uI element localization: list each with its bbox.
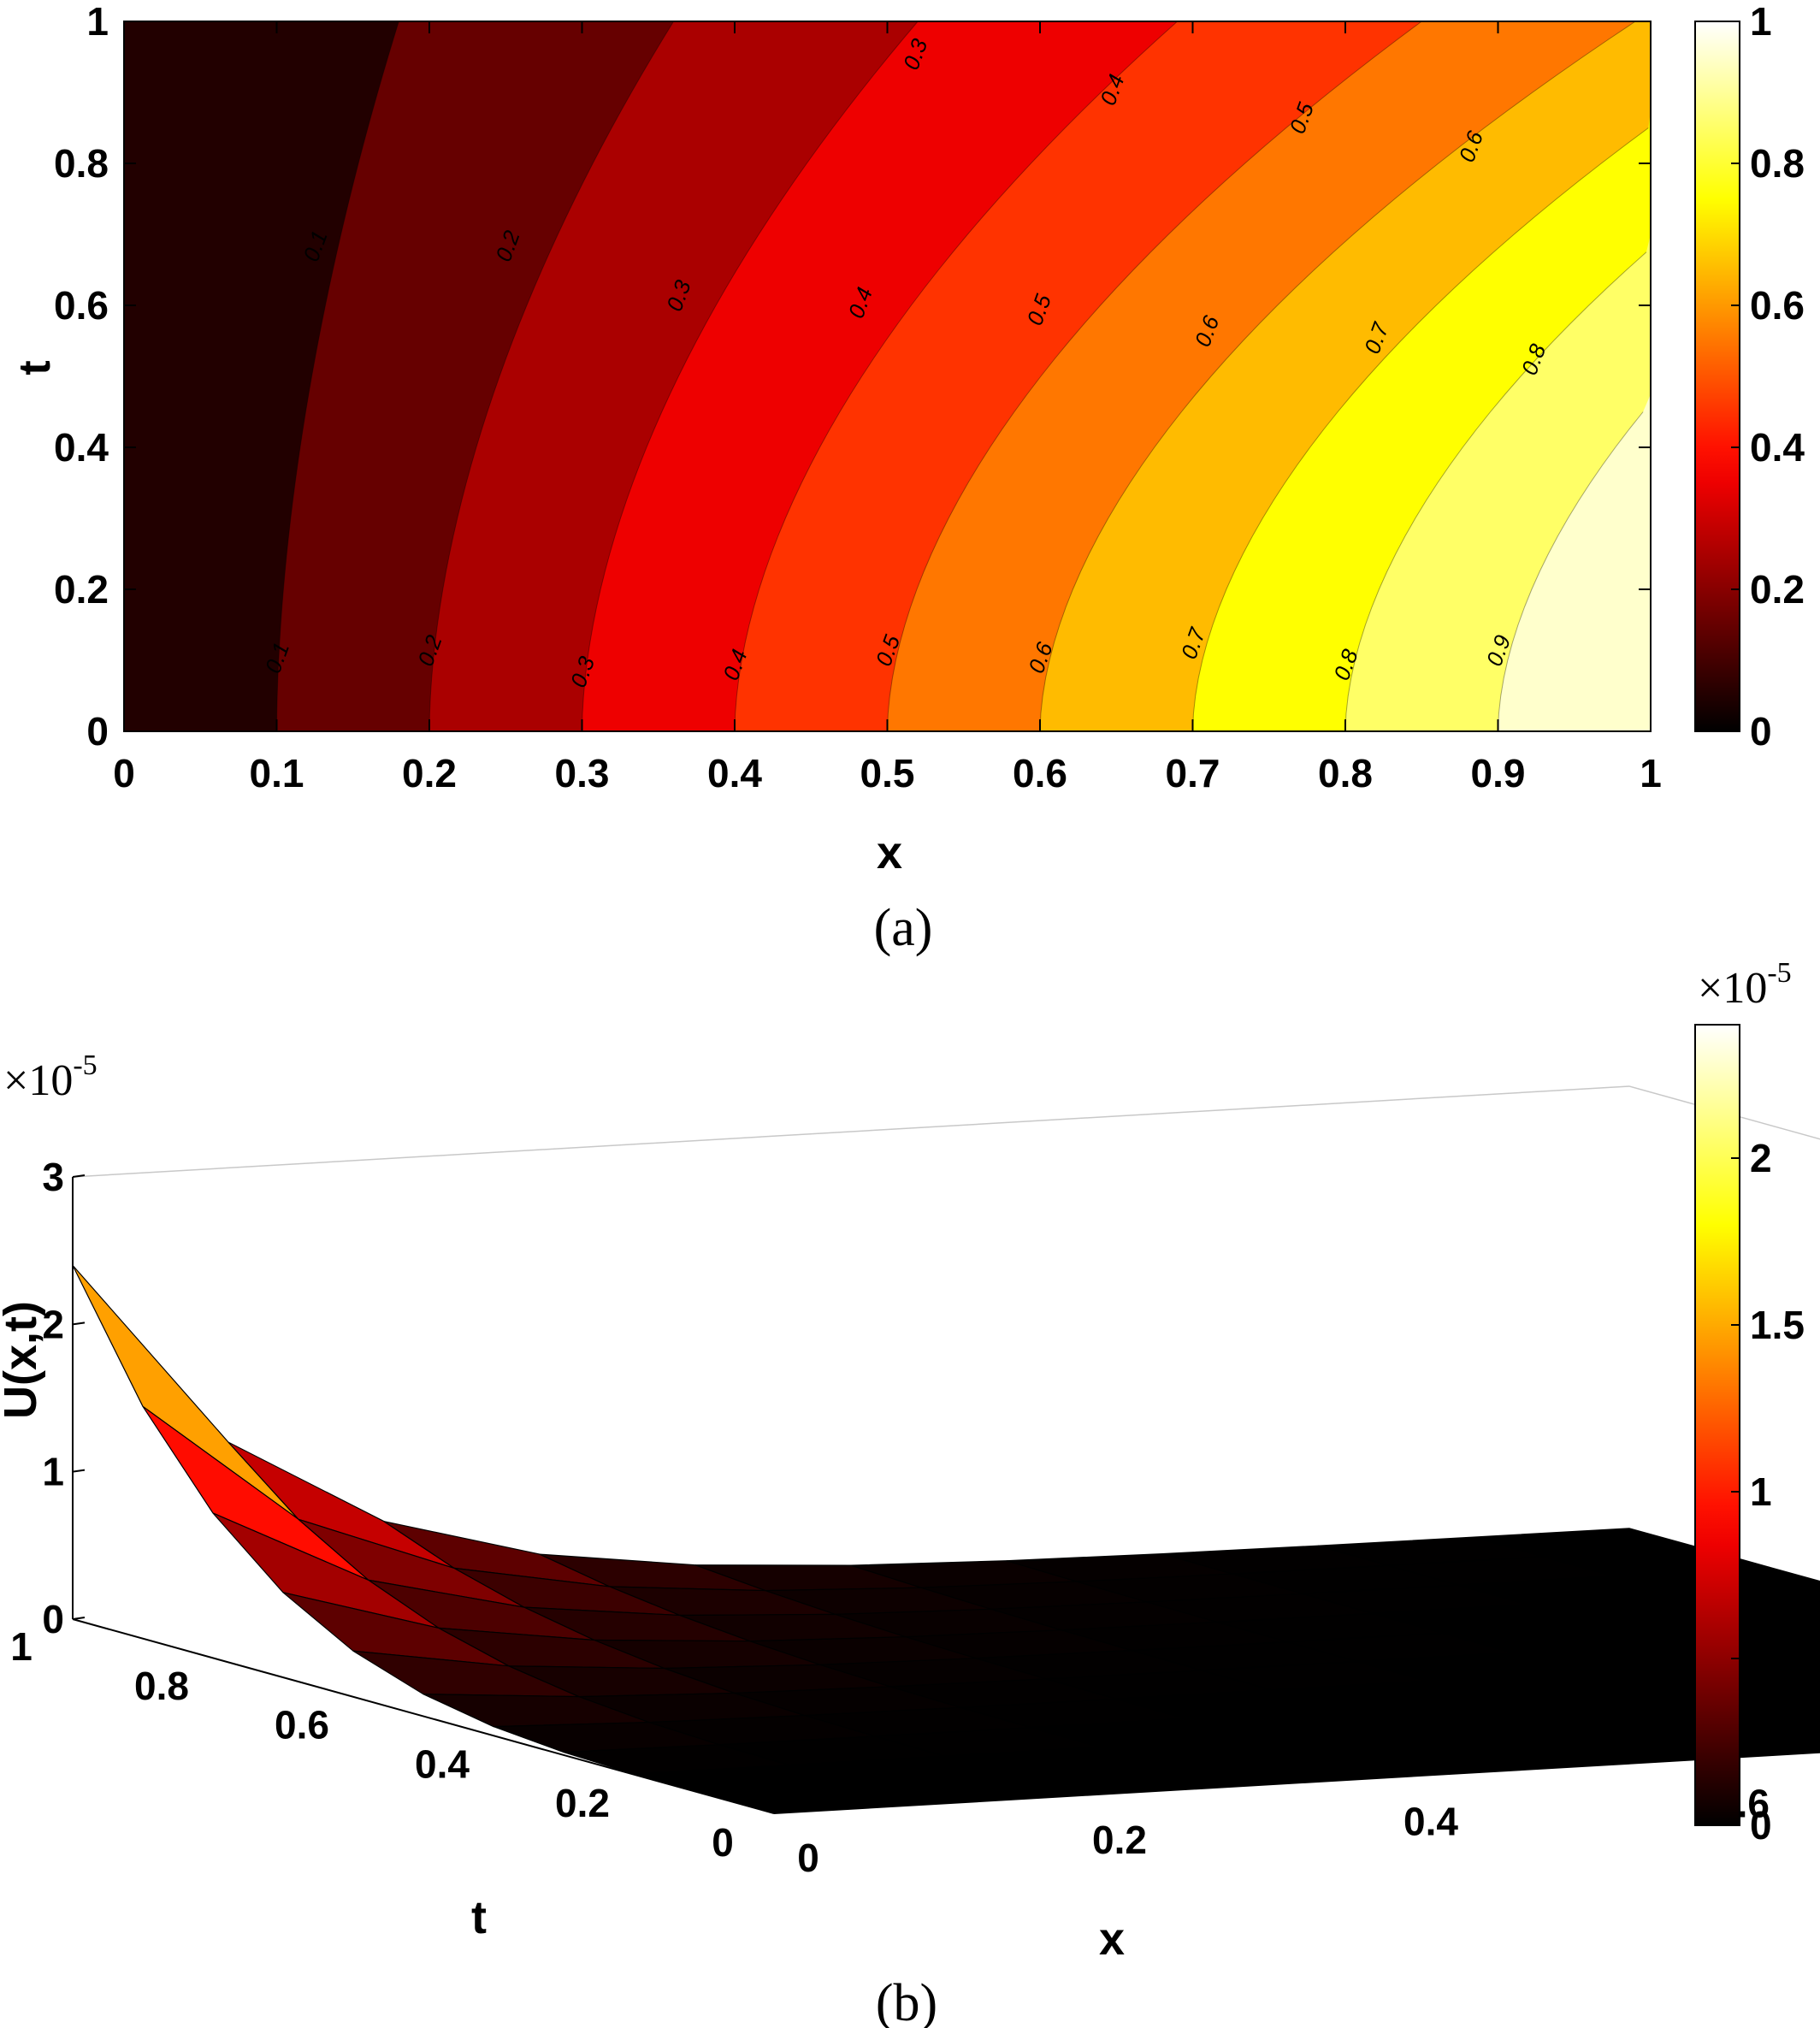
t-tick-label: 0.4 [415, 1741, 470, 1786]
z-tick-mark [72, 1321, 86, 1326]
t-tick-label: 0.8 [134, 1664, 189, 1708]
contour-fill-layer [124, 21, 1651, 732]
colorbar-tick-label: 0 [1750, 1803, 1772, 1848]
surface-patch [1738, 1658, 1820, 1683]
z-axis-label-b: U(x,t) [0, 1301, 46, 1419]
colorbar-gradient [1694, 1024, 1740, 1826]
colorbar-tick-label: 0.8 [1750, 141, 1805, 186]
x-tick-label: 0.4 [707, 751, 762, 795]
colorbar-tick-label: 0.5 [1750, 1636, 1805, 1681]
box-edge-top-right [1628, 1085, 1820, 1140]
x-tick-label: 0.8 [1318, 751, 1373, 795]
t-tick-label: 0 [712, 1820, 734, 1865]
x-tick-label: 0 [797, 1836, 819, 1880]
z-tick-label: 1 [42, 1450, 64, 1494]
x-tick-label: 0 [113, 751, 135, 795]
contour-line-0.9 [1498, 411, 1644, 732]
contour-line-0.2 [428, 21, 675, 732]
colorbar-exponent-power: -5 [1767, 957, 1791, 989]
colorbar-tick-label: 2 [1750, 1136, 1772, 1180]
z-tick-mark [72, 1174, 86, 1178]
colorbar-tick-label: 0.6 [1750, 283, 1805, 328]
t-axis-label-b: t [471, 1892, 487, 1943]
colorbar-exponent-base: ×10 [1698, 964, 1767, 1013]
x-tick-label: 0.6 [1013, 751, 1067, 795]
caption-b: (b) [876, 1974, 937, 2028]
x-axis-label-b: x [1099, 1913, 1125, 1965]
colorbar-tick-label: 0 [1750, 709, 1772, 754]
contour-line-0.7 [1192, 127, 1649, 732]
y-tick-label: 1 [86, 0, 109, 44]
y-tick-label: 0.6 [54, 283, 109, 328]
z-exponent-power: -5 [73, 1049, 97, 1081]
colorbar-exponent-b: ×10-5 [1698, 957, 1792, 1013]
x-tick-label: 0.9 [1471, 751, 1526, 795]
t-axis-ticks-b: 0 0.2 0.4 0.6 0.8 1 [10, 1624, 734, 1865]
colorbar-a: 0 0.2 0.4 0.6 0.8 1 [1694, 0, 1805, 754]
colorbar-tick-label: 1 [1750, 0, 1772, 44]
colorbar-tick-label: 0.2 [1750, 567, 1805, 612]
t-tick-label: 0.2 [555, 1781, 610, 1825]
z-tick-label: 3 [42, 1155, 64, 1199]
surface-patch [1793, 1728, 1820, 1739]
surface-patch [1753, 1611, 1820, 1635]
x-axis-ticks-a: 0 0.1 0.2 0.3 0.4 0.5 0.6 0.7 0.8 0.9 1 [113, 21, 1662, 795]
surface-mesh [72, 1265, 1820, 1814]
z-exponent-base: ×10 [3, 1056, 73, 1105]
z-tick-label: 2 [42, 1302, 64, 1346]
z-axis-ticks-b: 0 1 2 3 [42, 1155, 86, 1641]
contour-line-0.1 [276, 21, 399, 732]
z-tick-mark [72, 1469, 86, 1473]
x-tick-label: 0.2 [402, 751, 457, 795]
box-edge-top-back [72, 1085, 1630, 1178]
y-tick-label: 0.2 [54, 567, 109, 612]
x-axis-label-a: x [877, 827, 902, 878]
x-tick-label: 0.5 [860, 751, 915, 795]
caption-a: (a) [874, 899, 933, 957]
colorbar-b: 0 0.5 1 1.5 2 [1694, 1024, 1805, 1848]
z-tick-mark [72, 1617, 86, 1620]
t-tick-label: 1 [10, 1624, 32, 1669]
contour-line-0.5 [887, 21, 1422, 732]
z-exponent-label: ×10-5 [3, 1049, 98, 1105]
t-tick-label: 0.6 [275, 1703, 329, 1747]
x-tick-label: 0.2 [1092, 1818, 1147, 1862]
colorbar-tick-label: 1.5 [1750, 1303, 1805, 1347]
x-tick-label: 0.7 [1166, 751, 1220, 795]
z-tick-label: 0 [42, 1597, 64, 1641]
contour-line-0.3 [582, 21, 919, 732]
y-axis-label-a: t [10, 360, 60, 375]
contour-line-0.8 [1344, 251, 1647, 732]
x-tick-label: 0.4 [1403, 1800, 1458, 1844]
contour-line-0.4 [734, 21, 1178, 732]
surface-patch [1722, 1705, 1820, 1731]
y-tick-label: 0 [86, 709, 109, 754]
contour-plot-a: 0.1 0.20.3 0.4 0.5 0.6 0.70.8 0.90.1 0.20.3 0.4 0… [10, 0, 1805, 957]
x-tick-label: 0.3 [555, 751, 610, 795]
colorbar-gradient [1694, 21, 1740, 732]
colorbar-tick-label: 0.4 [1750, 425, 1805, 470]
colorbar-tick-label: 1 [1750, 1469, 1772, 1514]
contour-line-0.6 [1039, 21, 1636, 732]
x-tick-label: 0.1 [250, 751, 304, 795]
y-tick-label: 0.4 [54, 425, 109, 470]
y-tick-label: 0.8 [54, 141, 109, 186]
x-tick-label: 1 [1640, 751, 1662, 795]
surface-patch [1808, 1681, 1820, 1687]
contour-band-0 [124, 21, 399, 731]
y-axis-ticks-a: 0 0.2 0.4 0.6 0.8 1 [54, 0, 1651, 754]
